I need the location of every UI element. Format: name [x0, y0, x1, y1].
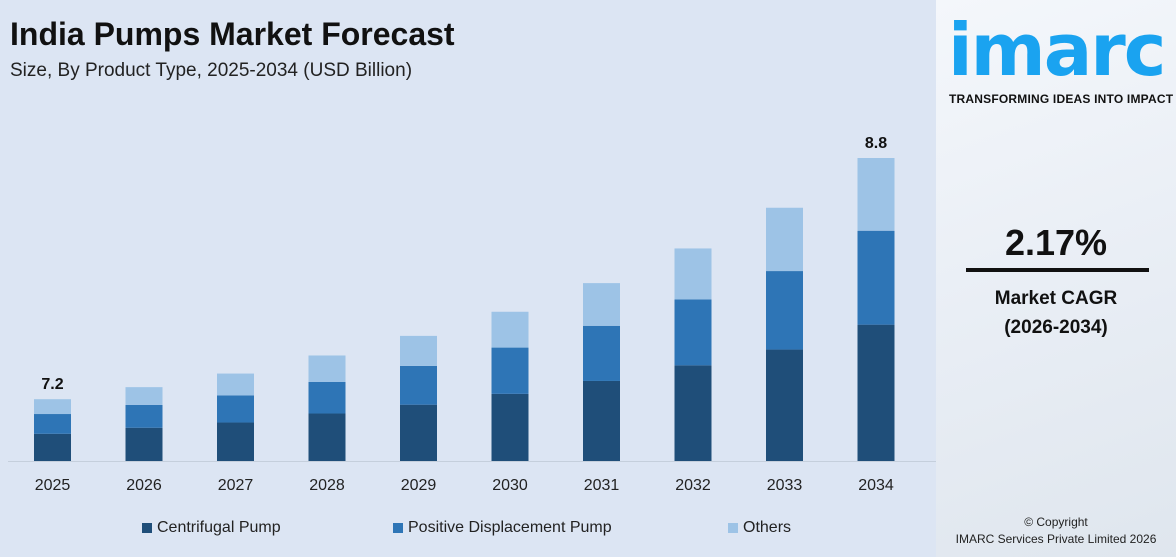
legend-item-others: Others: [728, 519, 791, 537]
divider: [966, 268, 1149, 272]
bar-segment-centrifugal-pump-2030: [491, 393, 529, 461]
copyright-text: © Copyright: [1024, 515, 1088, 529]
cagr-label-text: Market CAGR: [994, 288, 1118, 309]
x-tick-label: 2027: [218, 477, 254, 494]
bar-segment-positive-displacement-pump-2027: [217, 395, 254, 423]
bar-segment-positive-displacement-pump-2031: [583, 325, 620, 381]
x-tick-label: 2025: [35, 477, 71, 494]
x-tick-label: 2032: [675, 477, 711, 494]
bar-segment-others-2030: [491, 311, 529, 348]
bar-segment-others-2031: [583, 283, 620, 326]
chart-panel: India Pumps Market Forecast Size, By Pro…: [8, 16, 936, 537]
legend-label: Centrifugal Pump: [157, 519, 281, 536]
x-tick-label: 2030: [492, 477, 528, 494]
bar-segment-centrifugal-pump-2027: [217, 422, 254, 461]
x-tick-label: 2034: [858, 477, 894, 494]
x-tick-label: 2031: [584, 477, 620, 494]
bar-segment-others-2028: [308, 355, 346, 382]
tagline: TRANSFORMING IDEAS INTO IMPACT: [949, 92, 1174, 106]
bar-segment-positive-displacement-pump-2032: [674, 299, 712, 366]
bar-segment-centrifugal-pump-2034: [857, 324, 895, 461]
company-name: IMARC Services Private Limited 2026: [955, 532, 1157, 546]
bar-segment-positive-displacement-pump-2029: [400, 365, 437, 405]
chart-title: India Pumps Market Forecast: [10, 16, 455, 52]
legend-label: Positive Displacement Pump: [408, 519, 612, 536]
bar-segment-centrifugal-pump-2026: [125, 427, 163, 461]
bar-segment-positive-displacement-pump-2025: [34, 414, 71, 434]
legend-swatch: [142, 523, 152, 533]
data-label: 7.2: [41, 376, 63, 393]
cagr-period: (2026-2034): [1004, 317, 1108, 338]
side-panel: imarc TRANSFORMING IDEAS INTO IMPACT 2.1…: [936, 0, 1176, 557]
cagr-label: Market CAGR (2026-2034): [936, 284, 1176, 342]
imarc-logo: imarc: [948, 8, 1166, 92]
x-tick-label: 2028: [309, 477, 345, 494]
cagr-value: 2.17%: [1004, 222, 1108, 263]
bar-segment-centrifugal-pump-2031: [583, 380, 620, 461]
bar-segment-centrifugal-pump-2028: [308, 413, 346, 461]
legend-swatch: [728, 523, 738, 533]
legend-label: Others: [743, 519, 792, 536]
x-tick-label: 2026: [126, 477, 162, 494]
x-tick-label: 2033: [767, 477, 803, 494]
bar-segment-centrifugal-pump-2029: [400, 404, 437, 461]
bar-segment-centrifugal-pump-2025: [34, 433, 71, 461]
bar-segment-centrifugal-pump-2033: [766, 349, 803, 461]
bar-segment-positive-displacement-pump-2030: [491, 347, 529, 394]
bar-segment-positive-displacement-pump-2034: [857, 230, 895, 325]
bar-segment-positive-displacement-pump-2033: [766, 271, 803, 350]
bar-segment-others-2026: [125, 387, 163, 405]
copyright: © Copyright IMARC Services Private Limit…: [936, 514, 1176, 548]
bar-segment-others-2029: [400, 335, 437, 366]
bar-segment-others-2027: [217, 373, 254, 396]
legend-item-positive-displacement: Positive Displacement Pump: [393, 519, 612, 537]
bar-segment-positive-displacement-pump-2026: [125, 404, 163, 428]
bar-segment-others-2025: [34, 399, 71, 415]
legend-swatch: [393, 523, 403, 533]
x-tick-label: 2029: [401, 477, 437, 494]
bar-segment-positive-displacement-pump-2028: [308, 381, 346, 414]
data-label: 8.8: [865, 135, 887, 152]
bar-segment-others-2034: [857, 158, 895, 231]
chart-subtitle: Size, By Product Type, 2025-2034 (USD Bi…: [10, 60, 413, 81]
bar-segment-others-2032: [674, 248, 712, 300]
legend-item-centrifugal: Centrifugal Pump: [142, 519, 281, 537]
bar-segment-centrifugal-pump-2032: [674, 365, 712, 461]
bar-segment-others-2033: [766, 207, 803, 272]
stacked-bar-chart: 2025 7.2 2026 2027 2028 2029 2030 2031 2032 2033 2…: [8, 135, 936, 494]
